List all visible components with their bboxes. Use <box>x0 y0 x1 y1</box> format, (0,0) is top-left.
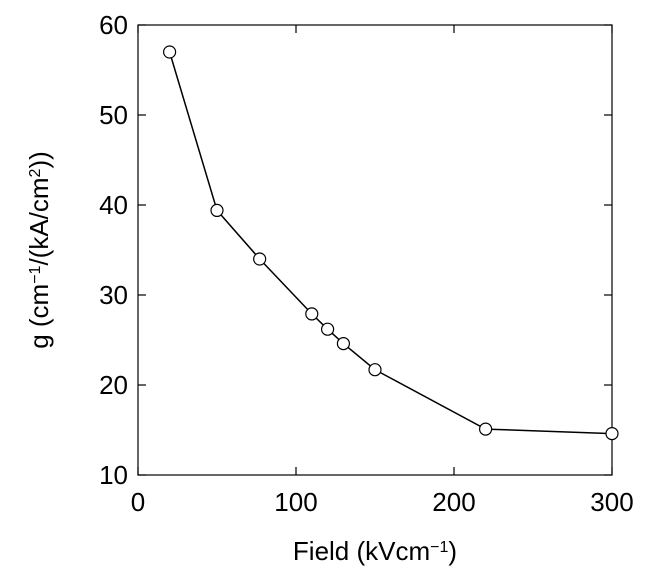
data-point <box>305 307 319 321</box>
data-point <box>368 363 382 377</box>
x-axis-label-part: −1 <box>430 539 448 556</box>
plot-frame <box>137 24 613 476</box>
y-axis-label-part: 2 <box>27 168 44 177</box>
data-point <box>210 203 224 217</box>
data-point <box>336 337 350 351</box>
x-axis-label-part: ) <box>448 536 457 566</box>
y-tick-label: 60 <box>99 10 128 40</box>
series-line <box>168 51 613 435</box>
y-axis-label: g (cm−1/(kA/cm2)) <box>24 151 54 349</box>
x-tick-label: 200 <box>432 487 475 517</box>
y-tick-label: 30 <box>99 280 128 310</box>
y-tick-label: 20 <box>99 370 128 400</box>
data-point <box>253 252 267 266</box>
x-tick-label: 100 <box>274 487 317 517</box>
data-point <box>163 45 177 59</box>
y-tick-label: 10 <box>99 460 128 490</box>
x-tick-label: 0 <box>131 487 145 517</box>
y-tick-label: 40 <box>99 190 128 220</box>
y-tick-label: 50 <box>99 100 128 130</box>
x-axis-label: Field (kVcm−1) <box>293 536 457 566</box>
y-axis-label-part: g (cm <box>24 284 54 349</box>
y-axis-label-part: /(kA/cm <box>24 177 54 265</box>
x-axis-label-part: Field (kVcm <box>293 536 430 566</box>
data-point <box>479 422 493 436</box>
y-axis-label-part: )) <box>24 151 54 168</box>
data-point <box>605 427 619 441</box>
data-point <box>321 322 335 336</box>
x-tick-label: 300 <box>590 487 633 517</box>
y-axis-label-part: −1 <box>27 265 44 283</box>
